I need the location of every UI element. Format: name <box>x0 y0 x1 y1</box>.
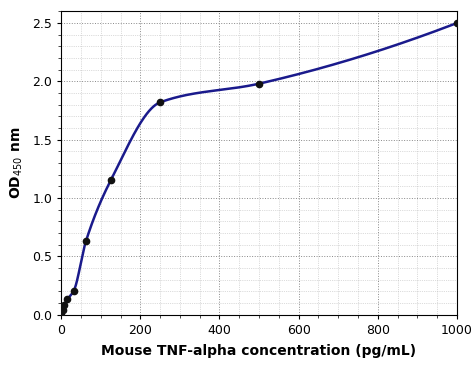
X-axis label: Mouse TNF-alpha concentration (pg/mL): Mouse TNF-alpha concentration (pg/mL) <box>101 343 417 357</box>
Y-axis label: OD$_{450}$ nm: OD$_{450}$ nm <box>9 127 25 199</box>
